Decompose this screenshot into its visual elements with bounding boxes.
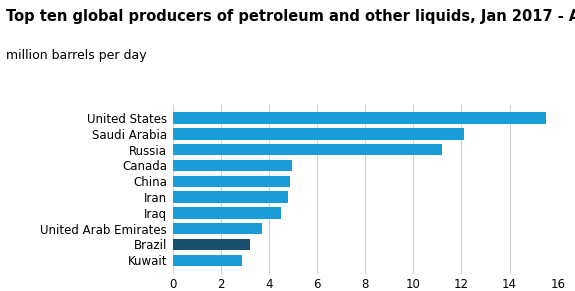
Bar xyxy=(172,207,281,219)
Bar xyxy=(172,175,290,187)
Bar xyxy=(172,144,442,155)
Bar xyxy=(172,128,464,140)
Bar xyxy=(172,239,250,250)
Text: Top ten global producers of petroleum and other liquids, Jan 2017 - Aug 2017: Top ten global producers of petroleum an… xyxy=(6,9,575,24)
Bar xyxy=(172,112,546,124)
Bar xyxy=(172,191,288,203)
Bar xyxy=(172,255,242,266)
Bar xyxy=(172,223,262,234)
Text: million barrels per day: million barrels per day xyxy=(6,49,147,63)
Bar xyxy=(172,160,292,171)
